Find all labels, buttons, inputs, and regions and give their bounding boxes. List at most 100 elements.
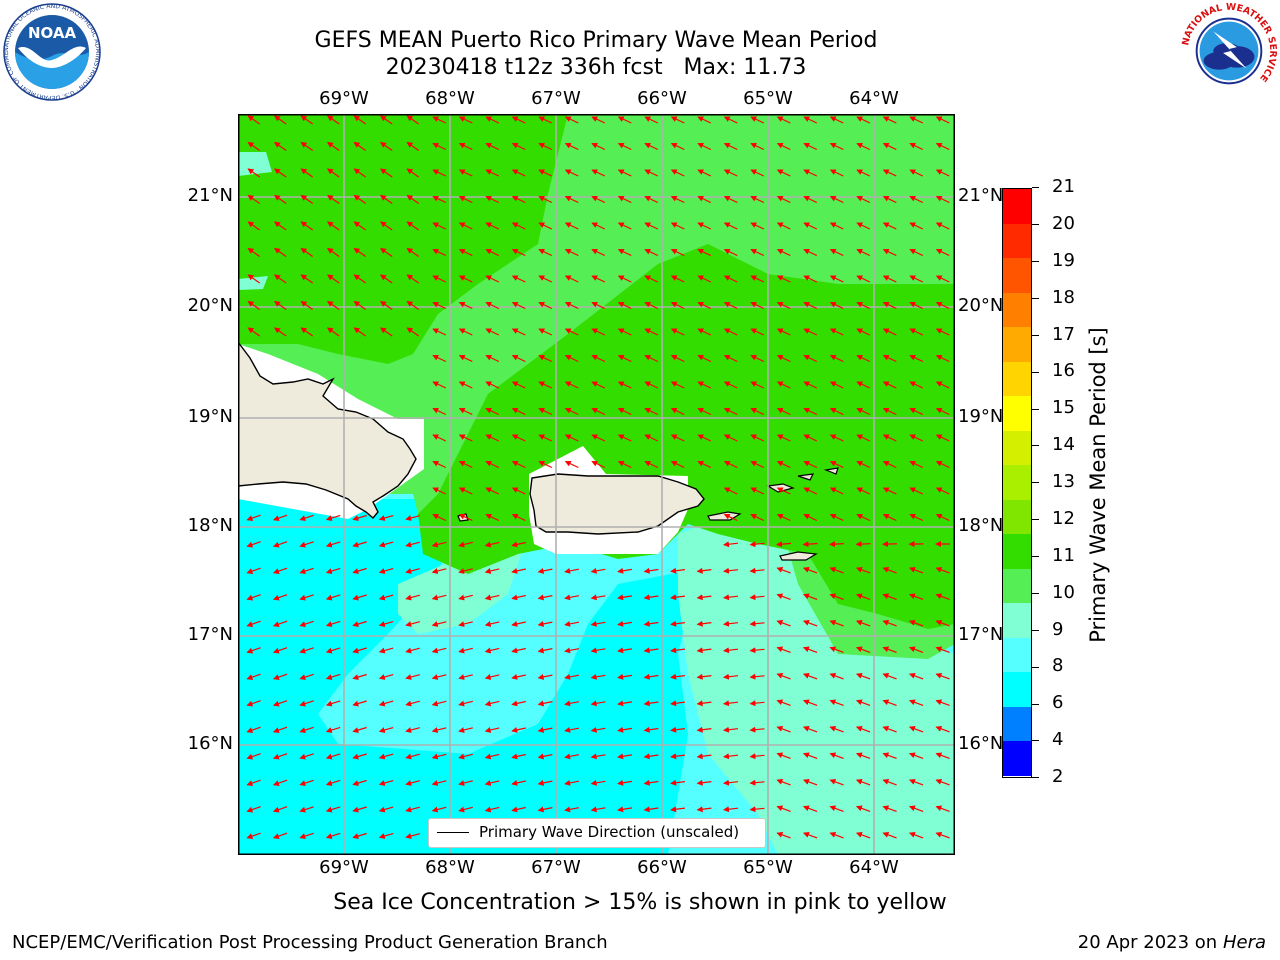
lat-label-left: 20°N (187, 295, 233, 316)
wave-direction-arrow (935, 699, 950, 706)
wave-direction-arrow (723, 487, 738, 495)
wave-direction-arrow (405, 833, 420, 839)
colorbar-segment (1003, 189, 1031, 225)
wave-direction-arrow (909, 248, 924, 257)
wave-direction-arrow (829, 566, 844, 574)
lat-label-left: 19°N (187, 406, 233, 427)
wave-direction-arrow (590, 779, 606, 786)
wave-direction-arrow (750, 248, 765, 257)
wave-direction-arrow (353, 168, 367, 178)
wave-direction-arrow (617, 779, 632, 786)
wave-direction-arrow (326, 274, 340, 284)
lon-label-top: 67°W (531, 88, 581, 109)
wave-direction-arrow (803, 513, 818, 522)
wave-direction-arrow (829, 169, 844, 177)
wave-direction-arrow (856, 407, 871, 416)
wave-direction-arrow (591, 434, 606, 442)
wave-direction-arrow (591, 195, 606, 204)
wave-direction-arrow (935, 407, 950, 416)
wave-direction-arrow (750, 195, 765, 204)
lat-label-left: 16°N (187, 733, 233, 754)
wave-direction-arrow (458, 568, 473, 574)
colorbar-tick-mark (1032, 740, 1039, 742)
wave-direction-arrow (325, 806, 341, 813)
wave-direction-arrow (353, 247, 367, 257)
wave-direction-arrow (829, 142, 844, 151)
wave-direction-arrow (803, 275, 818, 283)
colorbar-segment (1003, 534, 1031, 570)
wave-direction-arrow (299, 779, 314, 786)
wave-direction-arrow (432, 460, 447, 469)
wave-direction-arrow (352, 620, 367, 627)
wave-direction-arrow (908, 752, 924, 759)
wave-direction-arrow (378, 568, 394, 574)
wave-direction-arrow (749, 647, 765, 654)
wave-direction-arrow (564, 169, 579, 177)
wave-direction-arrow (776, 831, 791, 839)
wave-direction-arrow (431, 753, 447, 760)
wave-direction-arrow (909, 195, 924, 204)
wave-direction-arrow (776, 805, 791, 812)
wave-direction-arrow (431, 780, 447, 786)
wave-direction-arrow (829, 407, 844, 416)
wave-direction-arrow (432, 328, 447, 336)
wave-direction-arrow (882, 169, 897, 177)
wave-direction-arrow (325, 700, 341, 707)
wave-direction-arrow (352, 779, 367, 786)
wave-direction-arrow (829, 248, 844, 257)
wave-direction-arrow (855, 831, 871, 839)
wave-direction-arrow (511, 301, 526, 310)
wave-direction-arrow (325, 753, 341, 760)
wave-direction-arrow (697, 248, 712, 257)
wave-direction-arrow (856, 169, 871, 177)
colorbar-tick-label: 15 (1052, 397, 1075, 419)
wave-direction-arrow (299, 514, 314, 521)
wave-direction-arrow (591, 328, 606, 336)
wave-direction-arrow (537, 647, 553, 654)
wave-direction-arrow (458, 594, 473, 601)
wave-direction-arrow (405, 806, 420, 813)
wave-direction-arrow (564, 275, 579, 283)
wave-direction-arrow (882, 646, 897, 653)
wave-direction-arrow (909, 328, 924, 336)
wave-direction-arrow (591, 222, 606, 230)
wave-direction-arrow (378, 700, 394, 707)
wave-direction-arrow (300, 327, 314, 337)
colorbar-segment (1003, 706, 1031, 742)
wave-direction-arrow (749, 673, 765, 680)
wave-direction-arrow (935, 248, 950, 257)
wave-direction-arrow (829, 805, 844, 812)
wave-direction-arrow (803, 460, 818, 469)
wave-direction-arrow (485, 434, 500, 442)
wave-direction-arrow (935, 222, 950, 230)
wave-direction-arrow (617, 142, 632, 151)
colorbar-tick-mark (1032, 445, 1039, 447)
wave-direction-arrow (723, 806, 739, 813)
wave-direction-arrow (644, 434, 659, 442)
lat-label-left: 18°N (187, 515, 233, 536)
wave-direction-arrow (829, 752, 844, 759)
wave-direction-arrow (723, 753, 739, 760)
colorbar-segment (1003, 637, 1031, 673)
st-croix-island (779, 551, 818, 561)
wave-direction-arrow (909, 381, 924, 389)
wave-direction-arrow (352, 567, 367, 574)
wave-direction-arrow (670, 460, 685, 469)
wave-direction-arrow (273, 327, 287, 337)
wave-direction-arrow (379, 194, 393, 204)
wave-direction-arrow (378, 753, 394, 760)
wave-direction-arrow (458, 248, 473, 257)
wave-direction-arrow (776, 725, 791, 733)
colorbar-segment (1003, 499, 1031, 535)
wave-direction-arrow (802, 725, 818, 733)
wave-direction-arrow (325, 647, 341, 654)
wave-direction-arrow (405, 647, 420, 654)
colorbar-tick-mark (1032, 187, 1039, 189)
lon-label-top: 65°W (743, 88, 793, 109)
wave-direction-arrow (697, 328, 712, 336)
wave-direction-arrow (458, 301, 473, 310)
wave-direction-arrow (458, 169, 473, 177)
wave-direction-arrow (538, 275, 553, 283)
wave-direction-arrow (856, 328, 871, 336)
wave-direction-arrow (855, 699, 871, 706)
